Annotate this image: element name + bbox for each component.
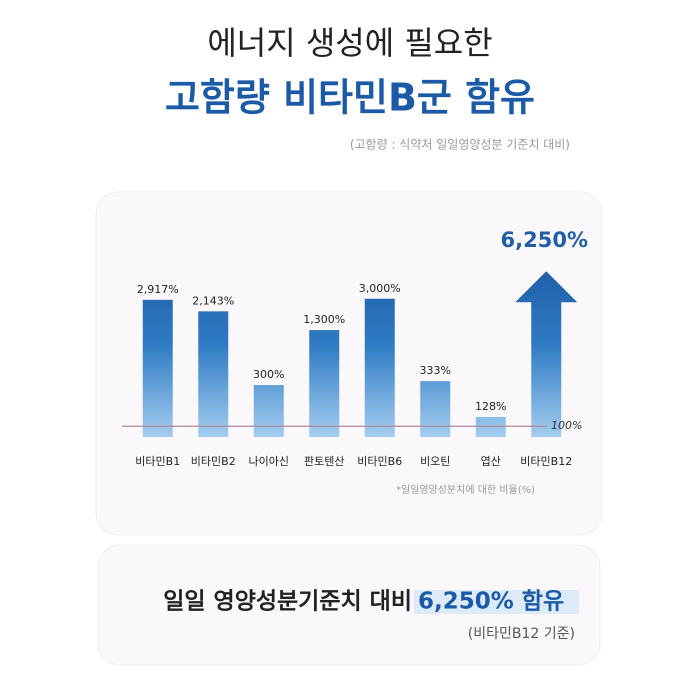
chart: 2,917% 비타민B1 2,143% 비타민B2 300% 나이아신 1,300% 판토텐산… xyxy=(122,228,588,468)
value-label: 2,143% xyxy=(192,294,234,307)
summary-card xyxy=(97,544,601,666)
x-tick-label: 비타민B1 xyxy=(135,455,180,468)
bar xyxy=(309,330,340,437)
bar xyxy=(253,385,284,437)
header-line2: 고함량 비타민B군 함유 xyxy=(165,76,535,120)
value-label: 333% xyxy=(420,364,451,377)
arrow-bar xyxy=(515,271,578,437)
chart-card xyxy=(95,191,603,536)
bar xyxy=(364,298,395,437)
value-label: 128% xyxy=(475,400,506,413)
x-tick-label: 나이아신 xyxy=(249,455,289,468)
summary-text: 일일 영양성분기준치 대비 xyxy=(163,589,412,615)
summary-basis: (비타민B12 기준) xyxy=(468,626,575,642)
value-label: 2,917% xyxy=(137,283,179,296)
bar xyxy=(420,381,451,437)
value-label: 1,300% xyxy=(303,313,345,326)
x-tick-label: 비타민B2 xyxy=(191,455,236,468)
bar xyxy=(198,311,229,437)
x-tick-label: 엽산 xyxy=(481,455,501,468)
x-tick-label: 판토텐산 xyxy=(304,455,344,468)
summary-highlight: 6,250% 함유 xyxy=(418,589,564,615)
highlight-bg xyxy=(414,590,579,614)
footnote: *일일영양성분치에 대한 비율(%) xyxy=(396,484,535,496)
bar xyxy=(475,416,506,437)
header-note: (고함량 : 식약처 일일영양성분 기준치 대비) xyxy=(350,137,570,152)
bar xyxy=(142,299,173,437)
value-label: 3,000% xyxy=(359,282,401,295)
value-label: 300% xyxy=(253,368,284,381)
x-tick-label: 비오틴 xyxy=(420,455,450,468)
x-tick-label: 비타민B12 xyxy=(520,455,572,468)
reference-label: 100% xyxy=(551,419,582,432)
x-tick-label: 비타민B6 xyxy=(357,455,402,468)
value-label-highlight: 6,250% xyxy=(501,228,588,252)
header-line1: 에너지 생성에 필요한 xyxy=(207,24,492,62)
